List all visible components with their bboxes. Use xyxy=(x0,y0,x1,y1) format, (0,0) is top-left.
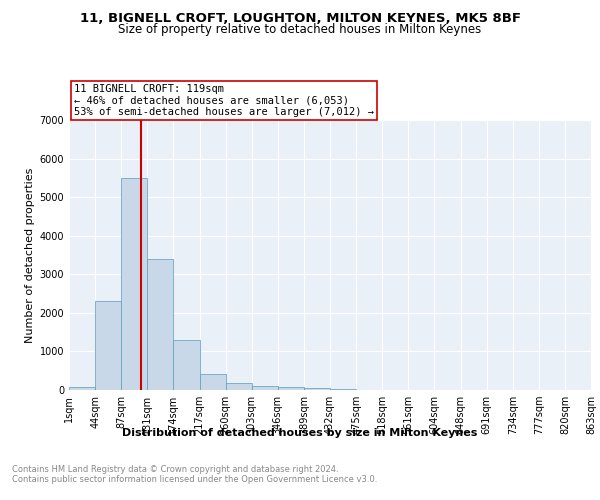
Text: 11 BIGNELL CROFT: 119sqm
← 46% of detached houses are smaller (6,053)
53% of sem: 11 BIGNELL CROFT: 119sqm ← 46% of detach… xyxy=(74,84,374,117)
Bar xyxy=(226,383,252,390)
Text: Contains HM Land Registry data © Crown copyright and database right 2024.
Contai: Contains HM Land Registry data © Crown c… xyxy=(12,465,377,484)
Text: Size of property relative to detached houses in Milton Keynes: Size of property relative to detached ho… xyxy=(118,22,482,36)
Bar xyxy=(148,259,173,390)
Bar xyxy=(252,386,278,390)
Bar xyxy=(69,388,95,390)
Bar xyxy=(199,374,226,390)
Bar xyxy=(95,302,121,390)
Bar xyxy=(278,388,304,390)
Bar xyxy=(304,388,330,390)
Bar xyxy=(173,340,199,390)
Text: Distribution of detached houses by size in Milton Keynes: Distribution of detached houses by size … xyxy=(122,428,478,438)
Y-axis label: Number of detached properties: Number of detached properties xyxy=(25,168,35,342)
Bar xyxy=(330,389,356,390)
Text: 11, BIGNELL CROFT, LOUGHTON, MILTON KEYNES, MK5 8BF: 11, BIGNELL CROFT, LOUGHTON, MILTON KEYN… xyxy=(79,12,521,26)
Bar xyxy=(121,178,148,390)
